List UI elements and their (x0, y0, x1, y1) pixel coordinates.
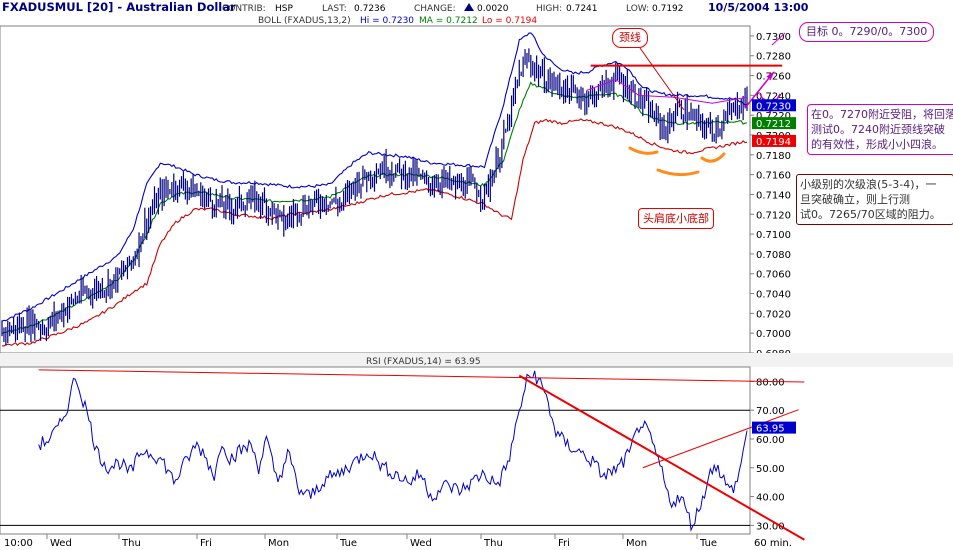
x-tick-label: Fri (558, 538, 570, 549)
price-tick-label: 0.7240 (756, 91, 791, 102)
price-tick-label: 0.7100 (756, 230, 791, 241)
rsi-tick-label: 70.00 (756, 406, 785, 417)
rsi-value-box (752, 421, 796, 434)
rsi-value-box-label: 63.95 (756, 424, 785, 435)
chart-symbol: FXADUSMUL [20] - Australian Dollar (2, 0, 236, 14)
price-tick-label: 0.7260 (756, 72, 791, 83)
last-label: LAST: (322, 4, 347, 14)
price-tick-label: 0.7040 (756, 290, 791, 301)
lo-value-box-label: 0.7194 (756, 137, 791, 148)
rsi-trendline (518, 374, 805, 541)
hs-bottom-note: 头肩底小底部 (638, 208, 714, 229)
neckline-note: 颈线 (612, 28, 648, 48)
last-value: 0.7236 (354, 4, 386, 14)
contrib-value: HSP (275, 4, 293, 14)
resistance-note: 在0。7270附近受阻，将回落 测试0。7240附近颈线突破 的有效性，形成小小… (807, 104, 953, 155)
chart-datetime: 10/5/2004 13:00 (708, 1, 809, 14)
price-tick-label: 0.7220 (756, 111, 791, 122)
boll-legend-name: BOLL (FXADUS,13,2) (258, 16, 351, 26)
lo-value-box (752, 134, 796, 147)
shoulder-arc (656, 168, 700, 177)
price-tick-label: 0.7160 (756, 171, 791, 182)
x-tick-label: 10:00 (4, 538, 33, 549)
change-value: 0.0020 (477, 4, 509, 14)
price-tick-label: 0.7000 (756, 329, 791, 340)
boll-legend-ma: MA = 0.7212 (419, 16, 478, 26)
neckline (586, 78, 748, 104)
low-value: 0.7192 (652, 4, 684, 14)
x-tick-label: Fri (200, 538, 212, 549)
rsi-trendline (38, 369, 805, 383)
boll-legend-hi: Hi = 0.7230 (360, 16, 414, 26)
ma-value-box (752, 117, 796, 130)
change-label: CHANGE: (414, 4, 456, 14)
x-tick-label: 60 min. (754, 538, 792, 549)
price-tick-label: 0.7180 (756, 151, 791, 162)
price-tick-label: 0.7280 (756, 52, 791, 63)
price-tick-label: 0.7060 (756, 270, 791, 281)
price-tick-label: 0.7120 (756, 210, 791, 221)
x-tick-label: Mon (268, 538, 289, 549)
hi-value-box-label: 0.7230 (756, 101, 791, 112)
neckline-pointer (639, 47, 685, 111)
x-tick-label: Wed (410, 538, 432, 549)
rsi-trendline (642, 409, 799, 469)
rsi-legend: RSI (FXADUS,14) = 63.95 (366, 357, 481, 367)
price-tick-label: 0.7020 (756, 309, 791, 320)
ma-value-box-label: 0.7212 (756, 119, 791, 130)
x-tick-label: Mon (626, 538, 647, 549)
price-tick-label: 0.7080 (756, 250, 791, 261)
high-label: HIGH: (536, 4, 562, 14)
target-arrow (744, 70, 775, 109)
rsi-panel (0, 366, 751, 535)
wave-note: 小级别的次级浪(5-3-4)，一 旦突破确立，则上行测 试0。7265/70区域… (796, 174, 953, 225)
x-tick-label: Tue (699, 538, 717, 549)
shoulder-arc (628, 146, 659, 155)
target-note: 目标 0。7290/0。7300 (799, 22, 935, 42)
x-tick-label: Thu (483, 538, 503, 549)
price-tick-label: 0.7300 (756, 32, 791, 43)
low-label: LOW: (626, 4, 649, 14)
shoulder-arc (700, 152, 726, 163)
hi-value-box (752, 99, 796, 112)
x-tick-label: Thu (121, 538, 141, 549)
contrib-label: CONTRIB: (222, 4, 266, 14)
rsi-tick-label: 60.00 (756, 435, 785, 446)
rsi-tick-label: 50.00 (756, 464, 785, 475)
lower-band-line (1, 118, 748, 347)
rsi-line (38, 370, 748, 532)
high-value: 0.7241 (566, 4, 598, 14)
ma-line (1, 81, 748, 335)
rsi-tick-label: 30.00 (756, 521, 785, 532)
rsi-tick-label: 40.00 (756, 493, 785, 504)
boll-legend-lo: Lo = 0.7194 (482, 16, 537, 26)
x-tick-label: Tue (339, 538, 357, 549)
change-up-icon (464, 3, 474, 11)
x-tick-label: Wed (50, 538, 72, 549)
rsi-tick-label: 80.00 (756, 377, 785, 388)
target-pointer (771, 32, 786, 46)
price-tick-label: 0.7140 (756, 190, 791, 201)
